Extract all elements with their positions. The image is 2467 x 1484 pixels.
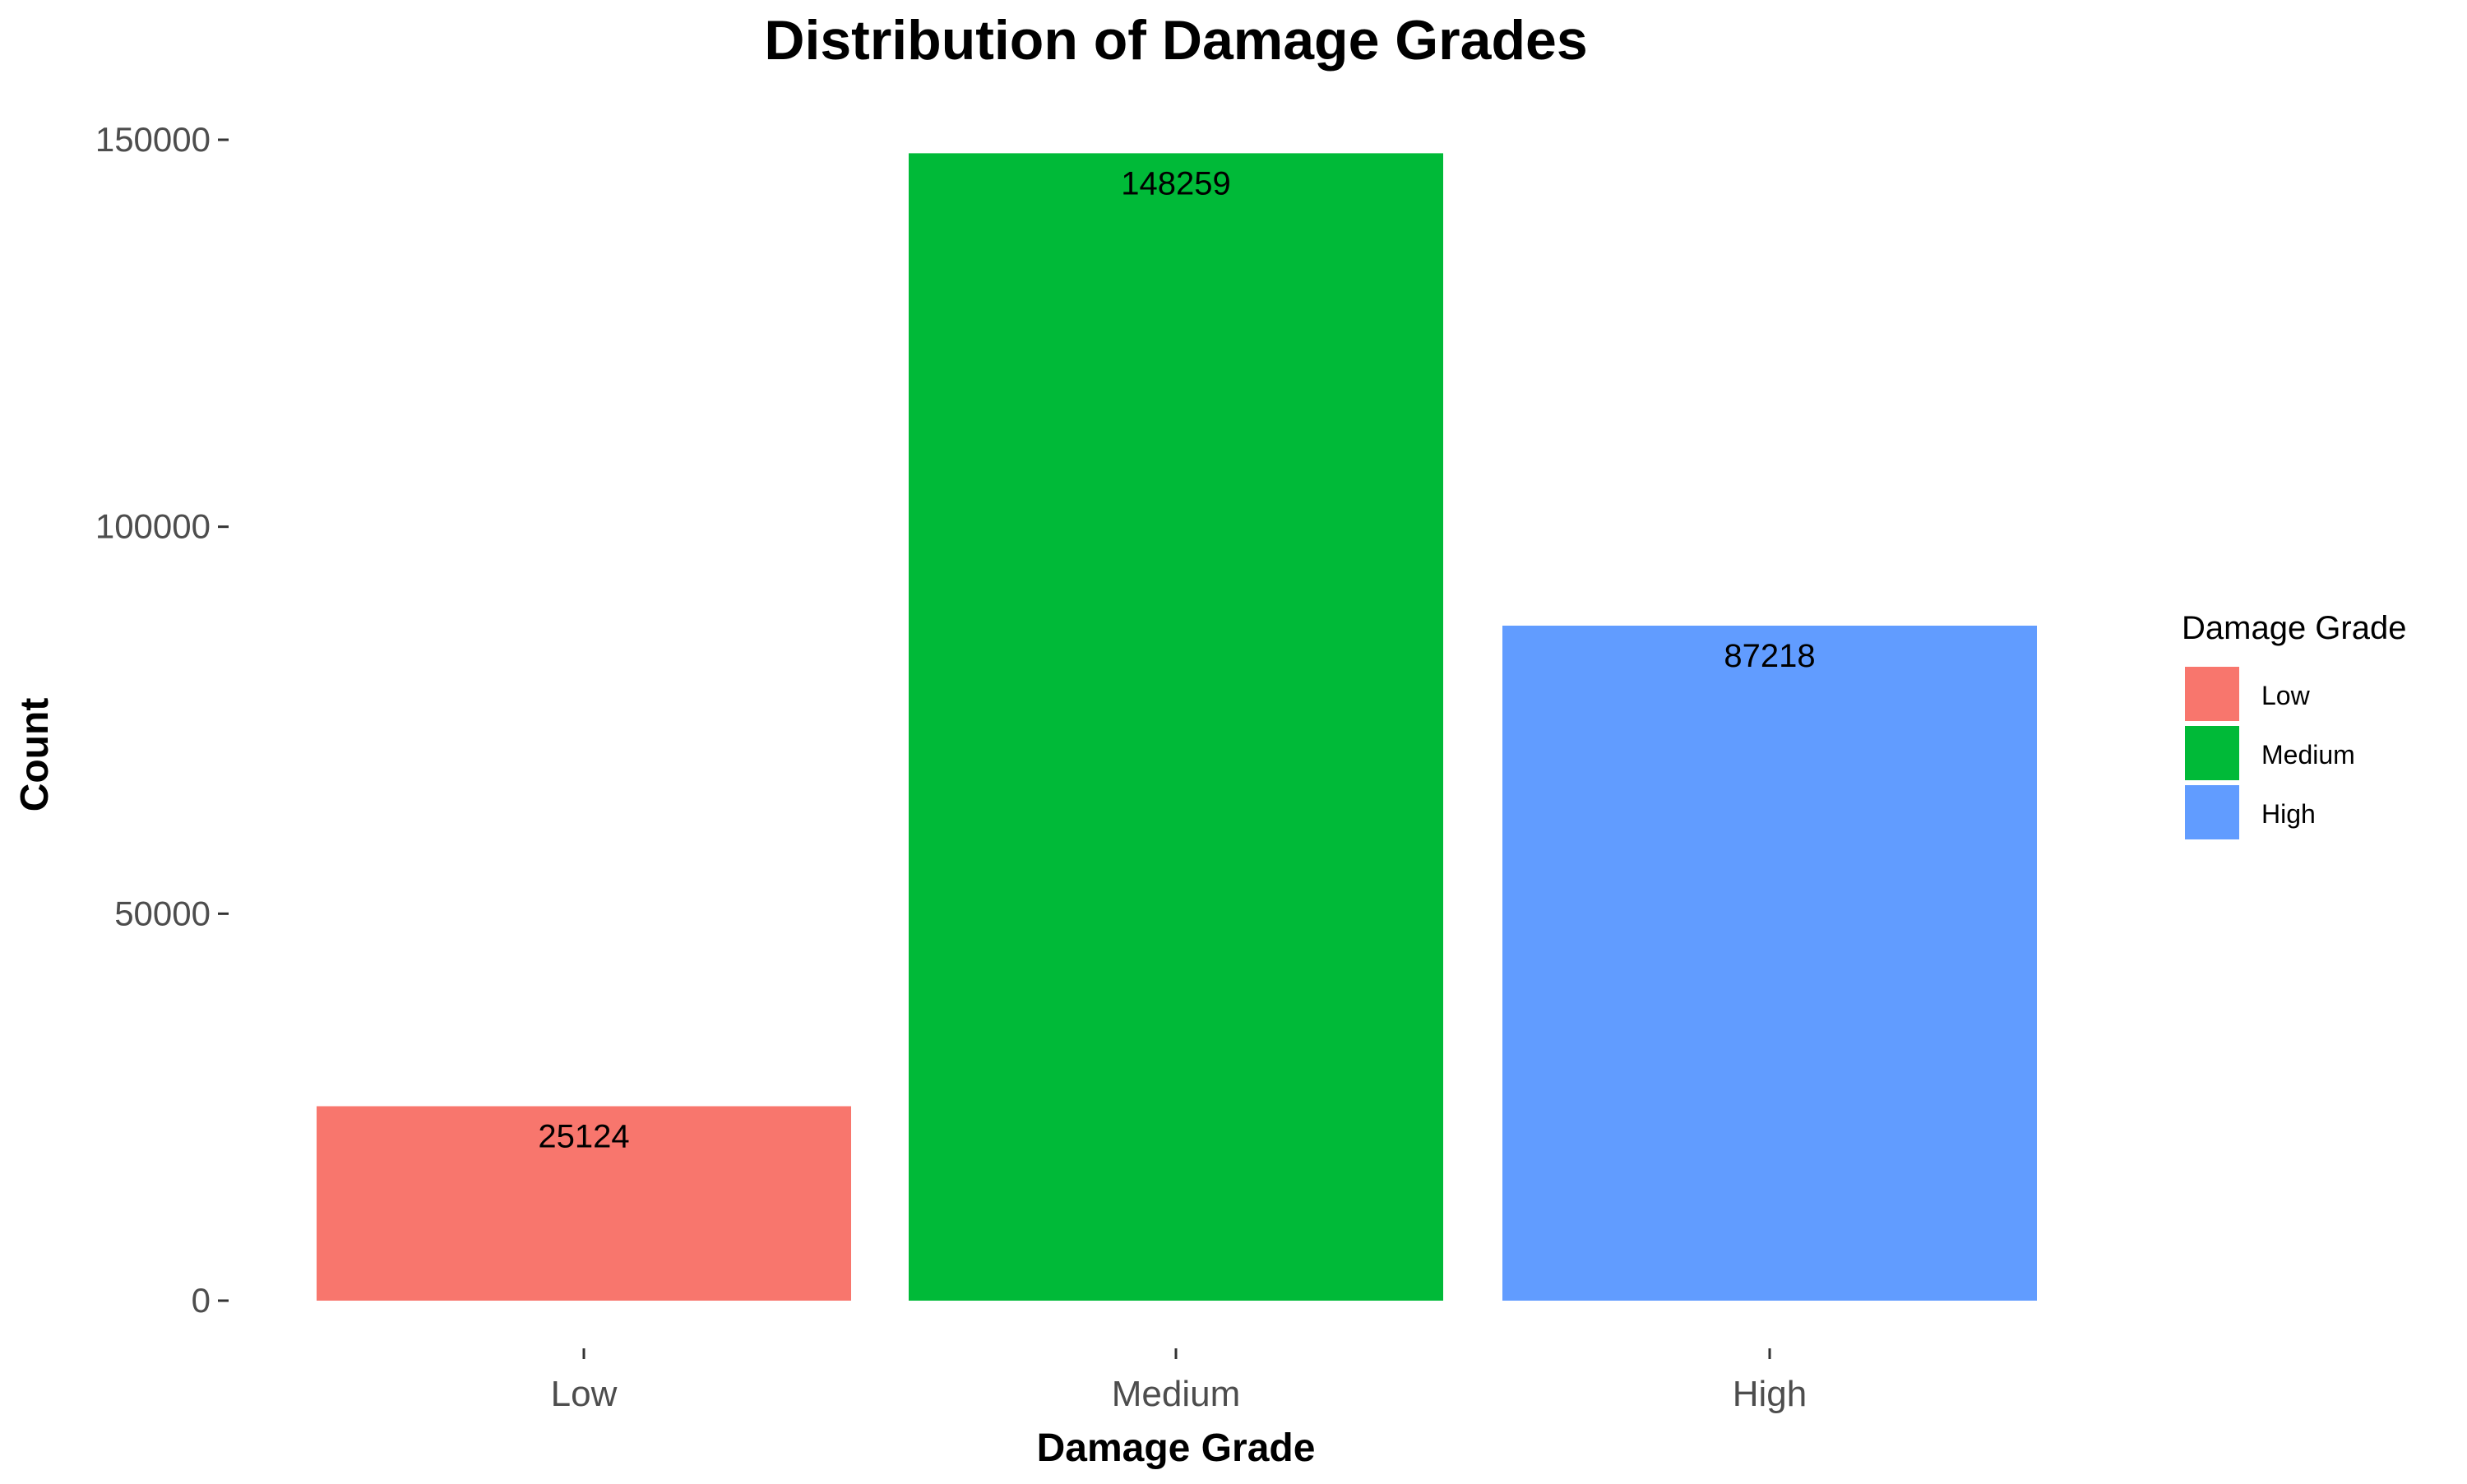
legend-key	[2183, 724, 2241, 782]
data-label: 87218	[1724, 638, 1815, 674]
x-tick-label: Medium	[1112, 1374, 1241, 1414]
legend-key	[2183, 784, 2241, 841]
data-label: 148259	[1121, 165, 1230, 201]
legend-items: Low Medium High	[2183, 665, 2355, 841]
bar-high	[1502, 625, 2037, 1301]
legend-label: High	[2261, 799, 2316, 829]
legend-label: Medium	[2261, 740, 2355, 770]
x-axis: Low Medium High	[551, 1348, 1807, 1414]
y-tick-label: 150000	[95, 120, 211, 159]
y-axis: 0 50000 100000 150000	[95, 120, 229, 1320]
y-tick-label: 0	[192, 1281, 211, 1320]
legend: Damage Grade Low Medium High	[2182, 610, 2406, 841]
bar-low	[317, 1106, 851, 1301]
x-axis-title: Damage Grade	[1037, 1426, 1316, 1470]
x-tick-label: High	[1733, 1374, 1807, 1414]
chart-title: Distribution of Damage Grades	[764, 9, 1587, 72]
bars-group	[317, 153, 2037, 1301]
data-label: 25124	[538, 1118, 629, 1154]
y-tick-label: 50000	[114, 894, 211, 932]
legend-title: Damage Grade	[2182, 610, 2406, 646]
y-axis-title: Count	[13, 698, 57, 812]
legend-key	[2183, 665, 2241, 723]
bar-medium	[909, 153, 1443, 1301]
legend-label: Low	[2261, 681, 2311, 710]
x-tick-label: Low	[551, 1374, 618, 1414]
y-tick-label: 100000	[95, 507, 211, 546]
data-labels-group: 25124 148259 87218	[538, 165, 1815, 1154]
